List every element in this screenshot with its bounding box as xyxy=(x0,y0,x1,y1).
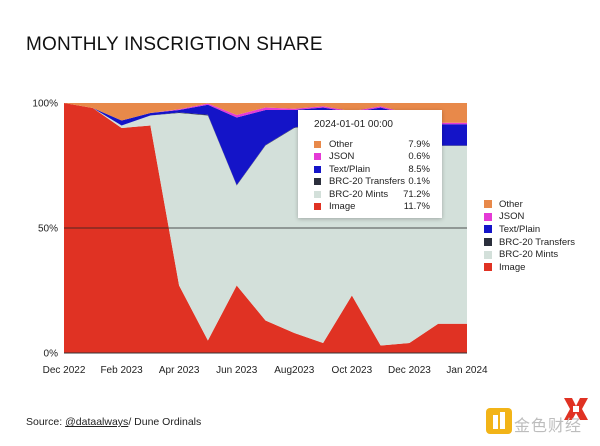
legend-label: Text/Plain xyxy=(499,223,541,235)
legend-swatch xyxy=(484,238,492,247)
legend-item[interactable]: Other xyxy=(484,198,575,211)
tooltip-series-value: 71.2% xyxy=(403,188,430,200)
legend-swatch xyxy=(484,200,492,209)
watermark-icon xyxy=(486,408,512,434)
x-tick-label: Apr 2023 xyxy=(159,365,200,376)
tooltip-series-name: JSON xyxy=(329,151,355,163)
tooltip-row: Other 7.9% xyxy=(314,138,430,151)
legend-label: BRC-20 Transfers xyxy=(499,236,576,248)
watermark-text: 金色财经 xyxy=(514,416,583,435)
legend-label: JSON xyxy=(499,211,525,223)
tooltip-series-name: Image xyxy=(329,201,356,213)
x-tick-label: Oct 2023 xyxy=(332,365,373,376)
tooltip-header: 2024-01-01 00:00 xyxy=(314,119,393,130)
legend-item[interactable]: Image xyxy=(484,261,575,274)
y-tick-label: 0% xyxy=(44,349,59,360)
tooltip-swatch xyxy=(314,153,321,161)
tooltip-series-value: 11.7% xyxy=(403,201,430,213)
watermark-logo: 金色财经 xyxy=(482,398,594,438)
tooltip-row: Text/Plain 8.5% xyxy=(314,163,430,176)
tooltip-series-value: 7.9% xyxy=(408,138,430,150)
x-tick-label: Jun 2023 xyxy=(216,365,258,376)
tooltip-row: BRC-20 Mints 71.2% xyxy=(314,188,430,201)
y-tick-label: 50% xyxy=(38,224,58,235)
source-prefix: Source: xyxy=(26,416,66,428)
legend-swatch xyxy=(484,263,492,272)
source-note: Source: @dataalways/ Dune Ordinals xyxy=(26,416,201,428)
tooltip-swatch xyxy=(314,165,321,173)
brand-mark-icon xyxy=(564,398,588,420)
tooltip-swatch xyxy=(314,203,321,211)
tooltip-series-name: BRC-20 Mints xyxy=(329,188,389,200)
x-tick-label: Jan 2024 xyxy=(446,365,488,376)
tooltip-series-value: 8.5% xyxy=(408,163,430,175)
legend-item[interactable]: BRC-20 Mints xyxy=(484,248,575,261)
x-tick-label: Dec 2023 xyxy=(388,365,431,376)
tooltip-series-name: Other xyxy=(329,138,353,150)
y-tick-label: 100% xyxy=(32,99,58,110)
legend-label: Other xyxy=(499,198,523,210)
tooltip-rows: Other 7.9% JSON 0.6% Text/Plain 8.5% BRC-20 Tr… xyxy=(314,138,430,213)
tooltip-swatch xyxy=(314,140,321,148)
tooltip-series-name: BRC-20 Transfers xyxy=(329,176,406,188)
x-tick-label: Aug2023 xyxy=(274,365,314,376)
tooltip-row: Image 11.7% xyxy=(314,201,430,214)
legend-item[interactable]: Text/Plain xyxy=(484,223,575,236)
tooltip-row: BRC-20 Transfers 0.1% xyxy=(314,176,430,189)
chart-title: MONTHLY INSCRIGTION SHARE xyxy=(26,34,323,55)
tooltip-swatch xyxy=(314,178,321,186)
legend-label: Image xyxy=(499,261,526,273)
legend-swatch xyxy=(484,212,492,221)
x-tick-label: Dec 2022 xyxy=(43,365,86,376)
series-area-other[interactable] xyxy=(64,103,467,123)
x-tick-label: Feb 2023 xyxy=(100,365,143,376)
hover-tooltip: 2024-01-01 00:00 Other 7.9% JSON 0.6% Text/P… xyxy=(298,110,442,218)
tooltip-series-name: Text/Plain xyxy=(329,163,371,175)
legend-swatch xyxy=(484,225,492,234)
source-suffix: / Dune Ordinals xyxy=(128,416,202,428)
tooltip-swatch xyxy=(314,190,321,198)
legend-swatch xyxy=(484,250,492,259)
tooltip-row: JSON 0.6% xyxy=(314,151,430,164)
chart-legend: Other JSON Text/Plain BRC-20 Transfers BRC-2… xyxy=(484,198,575,274)
legend-item[interactable]: BRC-20 Transfers xyxy=(484,236,575,249)
tooltip-series-value: 0.1% xyxy=(408,176,430,188)
series-area-image[interactable] xyxy=(64,103,467,353)
source-handle-link[interactable]: @dataalways xyxy=(65,416,129,428)
legend-item[interactable]: JSON xyxy=(484,211,575,224)
tooltip-series-value: 0.6% xyxy=(408,151,430,163)
axes: 0% 50% 100% Dec 2022 Feb 2023 Apr 2023 Jun 202… xyxy=(32,99,488,377)
legend-label: BRC-20 Mints xyxy=(499,249,559,261)
